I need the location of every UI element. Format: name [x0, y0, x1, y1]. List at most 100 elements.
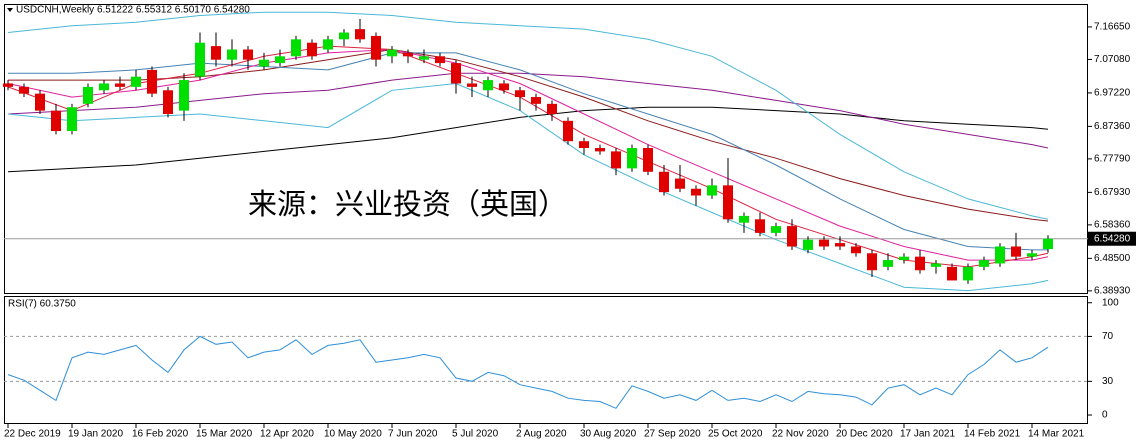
candle-body [115, 83, 125, 87]
x-tick-label: 12 Apr 2020 [260, 429, 314, 440]
price-label-box [1088, 231, 1136, 246]
y-tick-label: 6.48500 [1094, 253, 1131, 264]
candle-body [835, 243, 845, 247]
chart-header: USDCNH,Weekly 6.51222 6.55312 6.50170 6.… [16, 5, 250, 16]
y-tick-label: 6.58360 [1094, 220, 1131, 231]
candle-body [659, 171, 669, 193]
price-label: 6.54280 [1094, 233, 1131, 244]
candle-body [483, 80, 493, 91]
candle-body [99, 83, 109, 91]
y-tick-label: 6.77790 [1094, 154, 1131, 165]
y-tick-label: 7.16650 [1094, 22, 1131, 33]
candle-body [323, 39, 333, 50]
candle-body [227, 49, 237, 60]
candle-body [131, 76, 141, 87]
candle-body [211, 46, 221, 60]
candle-body [307, 42, 317, 57]
candle-body [867, 253, 877, 271]
candle-body [627, 147, 637, 169]
y-tick-label: 0 [1102, 410, 1108, 421]
x-tick-label: 19 Jan 2020 [68, 429, 123, 440]
candle-body [979, 260, 989, 267]
indicator-line [7, 72, 1049, 149]
candle-body [67, 107, 77, 132]
candle-body [931, 263, 941, 267]
candle-body [531, 97, 541, 104]
candle-body [195, 42, 205, 77]
candle-body [787, 226, 797, 247]
rsi-frame [4, 296, 1088, 424]
candle-body [499, 83, 509, 91]
x-tick-label: 25 Oct 2020 [708, 429, 763, 440]
candle-body [803, 239, 813, 250]
candle-body [963, 266, 973, 281]
candle-body [515, 90, 525, 98]
candle-body [243, 49, 253, 60]
candle-body [771, 226, 781, 233]
candle-body [163, 90, 173, 115]
indicator-line [8, 48, 1049, 222]
y-tick-label: 30 [1102, 376, 1114, 387]
candle-body [355, 29, 365, 40]
candle-body [563, 120, 573, 142]
rsi-header: RSI(7) 60.3750 [8, 299, 76, 310]
x-tick-label: 15 Mar 2020 [196, 429, 253, 440]
y-tick-label: 6.87360 [1094, 121, 1131, 132]
candle-body [1043, 238, 1053, 250]
y-tick-label: 70 [1102, 331, 1114, 342]
candle-body [83, 86, 93, 104]
x-tick-label: 10 May 2020 [324, 429, 382, 440]
candle-body [387, 49, 397, 57]
candle-body [467, 83, 477, 87]
watermark: 来源：兴业投资（英国） [248, 187, 567, 221]
y-tick-label: 6.97220 [1094, 88, 1131, 99]
x-tick-label: 2 Aug 2020 [516, 429, 567, 440]
candle-body [35, 93, 45, 111]
candle-body [435, 56, 445, 64]
y-tick-label: 6.67930 [1094, 187, 1131, 198]
candle-body [691, 188, 701, 196]
candle-body [595, 147, 605, 152]
candle-body [547, 103, 557, 115]
x-tick-label: 16 Feb 2020 [132, 429, 189, 440]
candle-body [579, 141, 589, 148]
candle-body [915, 256, 925, 271]
candle-body [611, 151, 621, 169]
indicator-line [7, 82, 1049, 292]
candle-body [147, 69, 157, 94]
x-tick-label: 7 Jun 2020 [388, 429, 438, 440]
candle-body [707, 185, 717, 196]
candle-body [1027, 253, 1037, 257]
candle-body [899, 256, 909, 261]
x-tick-label: 14 Feb 2021 [964, 429, 1021, 440]
candle-body [403, 52, 413, 57]
candle-body [947, 266, 957, 281]
x-tick-label: 27 Sep 2020 [644, 429, 701, 440]
y-tick-label: 6.38930 [1094, 286, 1131, 297]
menu-triangle [7, 8, 13, 12]
x-tick-label: 17 Jan 2021 [900, 429, 955, 440]
candle-body [51, 110, 61, 132]
indicator-line [7, 11, 1049, 220]
x-tick-label: 22 Dec 2019 [4, 429, 61, 440]
candle-body [3, 83, 13, 87]
candle-body [1011, 246, 1021, 257]
indicator-line [8, 52, 1048, 251]
candle-body [19, 86, 29, 94]
candle-body [883, 260, 893, 267]
indicator-line [7, 48, 1049, 261]
candle-body [723, 185, 733, 220]
candle-body [179, 80, 189, 111]
candle-body [259, 59, 269, 67]
main-frame [4, 4, 1088, 294]
candle-body [995, 246, 1005, 264]
candle-body [451, 63, 461, 84]
candle-body [419, 56, 429, 60]
candle-body [755, 219, 765, 233]
candle-body [739, 215, 749, 223]
candle-body [819, 239, 829, 247]
candle-body [339, 32, 349, 40]
y-tick-label: 7.07080 [1094, 54, 1131, 65]
